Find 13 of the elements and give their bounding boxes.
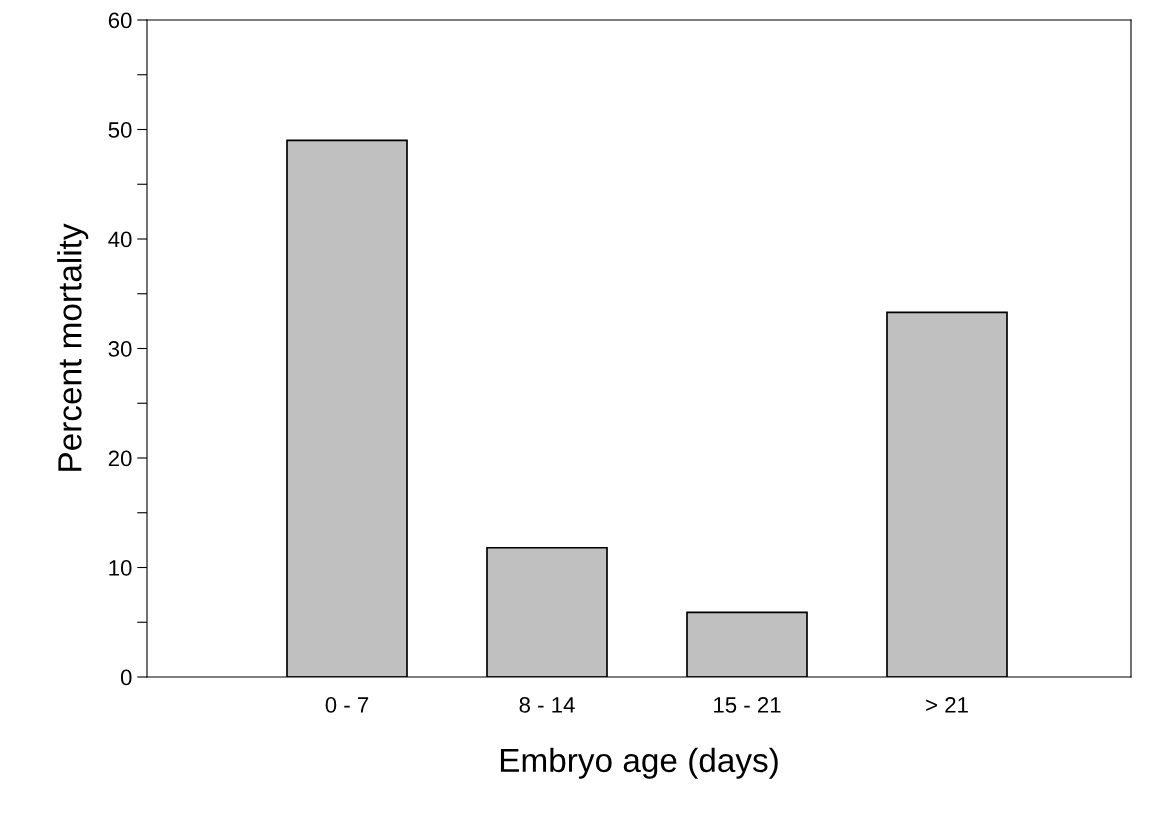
x-tick-label: 8 - 14 [519, 697, 575, 713]
x-tick-label: 0 - 7 [325, 697, 369, 713]
y-tick-label: 50 [108, 122, 132, 138]
y-tick-label: 10 [109, 560, 132, 576]
y-tick-label: 40 [108, 231, 132, 248]
y-tick-label: 60 [108, 12, 132, 29]
y-axis-title: Percent mortality [57, 223, 89, 471]
x-axis-title: Embryo age (days) [500, 747, 778, 779]
y-tick-label: 0 [120, 669, 132, 686]
y-tick-label: 20 [108, 450, 132, 467]
x-tick-label: 15 - 21 [714, 697, 781, 713]
x-tick-label: > 21 [926, 697, 968, 713]
y-tick-label: 30 [108, 341, 132, 357]
